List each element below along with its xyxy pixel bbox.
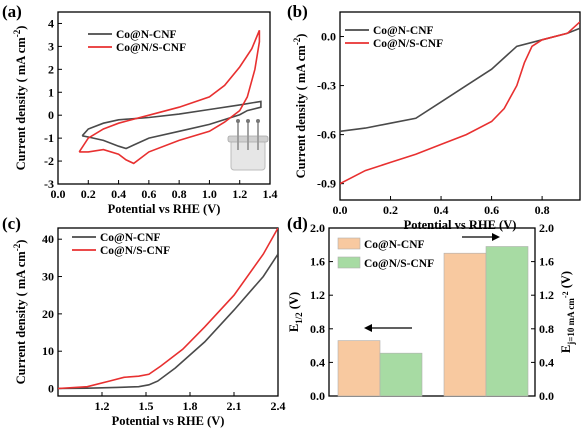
y-tick-label: 3 xyxy=(48,39,54,53)
y-tick-label-left: 1.6 xyxy=(310,255,325,269)
y-tick-label-right: 0.8 xyxy=(539,322,554,336)
x-tick-label: 0.8 xyxy=(535,203,550,217)
chart-c: 1.2 1.5 1.8 2.1 2.4 0 10 20 30 40 Potential vs RHE… xyxy=(12,227,286,428)
x-tick-label: 1.5 xyxy=(139,399,154,413)
x-tick-label: 0.0 xyxy=(333,203,348,217)
y-tick-label: 30 xyxy=(42,270,54,284)
legend-label: Co@N/S-CNF xyxy=(100,245,170,257)
right-arrow-head-icon xyxy=(492,233,500,241)
y-tick-label-left: 1.2 xyxy=(310,288,325,302)
y-tick-label: 10 xyxy=(42,344,54,358)
x-tick-label: 0.4 xyxy=(111,187,126,201)
legend-swatch xyxy=(337,256,361,269)
x-tick-label: 0.8 xyxy=(172,187,187,201)
y-tick-label-left: 0.4 xyxy=(310,355,325,369)
x-tick-label: 1.2 xyxy=(95,399,110,413)
x-tick-label: 1.4 xyxy=(263,187,278,201)
x-tick-label: 2.1 xyxy=(227,399,242,413)
y-tick-label-right: 1.2 xyxy=(539,288,554,302)
legend-label: Co@N-CNF xyxy=(100,232,161,244)
y-tick-label-left: 0.8 xyxy=(310,322,325,336)
y-tick-label: -0.6 xyxy=(317,128,336,142)
x-tick-label: 0.2 xyxy=(81,187,96,201)
chart-b: 0.0 0.2 0.4 0.6 0.8 -0.9 -0.6 -0.3 0.0 Potential … xyxy=(292,11,581,232)
y-tick-label-right: 0.4 xyxy=(539,355,554,369)
series-line-1 xyxy=(81,100,262,150)
x-axis-label: Potential vs RHE (V) xyxy=(404,218,517,232)
y-tick-label: 4 xyxy=(48,16,54,30)
y-tick-label: 0.0 xyxy=(321,30,336,44)
y-tick-label: 0 xyxy=(48,382,54,396)
x-tick-label: 0.6 xyxy=(141,187,156,201)
bar-2-2 xyxy=(485,246,529,397)
chart-d: 0.0 0.0 0.4 0.4 0.8 0.8 1.2 1.2 1.6 1.6 2.0 2.0 E1/2… xyxy=(287,221,576,403)
y-tick-label: -0.9 xyxy=(317,177,336,191)
panel-label-c: (c) xyxy=(2,214,21,233)
x-axis-label: Potential vs RHE (V) xyxy=(108,202,221,216)
x-tick-label: 0.6 xyxy=(484,203,499,217)
y-tick-label: 40 xyxy=(42,232,54,246)
y-tick-label: -0.3 xyxy=(317,79,336,93)
y-axis-label: Current density ( mA cm-2) xyxy=(292,34,308,179)
electrode-cap xyxy=(256,119,260,123)
left-arrow-head-icon xyxy=(364,324,372,332)
x-axis-label: Potential vs RHE (V) xyxy=(112,414,225,428)
electrode-cap xyxy=(236,119,240,123)
plot-frame xyxy=(328,227,536,397)
panel-label-a: (a) xyxy=(2,2,22,21)
series-line-2 xyxy=(58,228,278,390)
legend-label: Co@N-CNF xyxy=(373,25,434,37)
y-tick-label: 20 xyxy=(42,307,54,321)
y-tick-label-left: 2.0 xyxy=(310,221,325,235)
x-tick-label: 2.4 xyxy=(271,399,286,413)
x-tick-label: 1.8 xyxy=(183,399,198,413)
y-tick-label: 0 xyxy=(48,108,54,122)
plot-frame xyxy=(57,11,271,185)
bar-1-1 xyxy=(337,340,381,397)
y-axis-label-right: Ej=10 mA cm-2 (V) xyxy=(559,271,576,353)
x-tick-label: 0.4 xyxy=(434,203,449,217)
y-tick-label: -2 xyxy=(44,154,54,168)
legend-label: Co@N-CNF xyxy=(116,29,177,41)
legend-label: Co@N/S-CNF xyxy=(364,258,434,270)
x-tick-label: 0.2 xyxy=(383,203,398,217)
bar-1-2 xyxy=(443,252,487,397)
x-tick-label: 0.0 xyxy=(51,187,66,201)
legend-label: Co@N-CNF xyxy=(364,239,425,251)
panel-label-d: (d) xyxy=(287,214,308,233)
y-tick-label: -3 xyxy=(44,177,54,191)
x-tick-label: 1.0 xyxy=(202,187,217,201)
y-tick-label-left: 0.0 xyxy=(310,389,325,403)
y-tick-label-right: 0.0 xyxy=(539,389,554,403)
y-tick-label-right: 1.6 xyxy=(539,255,554,269)
series-line-2 xyxy=(78,29,261,165)
y-axis-label: Current density ( mA cm-2) xyxy=(12,240,28,385)
y-tick-label: 1 xyxy=(48,85,54,99)
y-tick-label: 2 xyxy=(48,62,54,76)
series-line-1 xyxy=(58,253,278,390)
inset-cell-photo xyxy=(227,119,269,171)
y-tick-label-right: 2.0 xyxy=(539,221,554,235)
y-axis-label: Current density ( mA cm-2) xyxy=(12,26,28,171)
y-tick-label: -1 xyxy=(44,131,54,145)
x-tick-label: 1.2 xyxy=(232,187,247,201)
legend-label: Co@N/S-CNF xyxy=(116,42,186,54)
y-axis-label-left: E1/2 (V) xyxy=(287,292,304,332)
bar-2-1 xyxy=(379,352,423,397)
panel-label-b: (b) xyxy=(287,2,308,21)
legend-label: Co@N/S-CNF xyxy=(373,38,443,50)
series-line-2 xyxy=(340,21,580,185)
plot-frame xyxy=(339,11,581,201)
plot-frame xyxy=(57,227,279,397)
electrode-cap xyxy=(246,119,250,123)
legend-swatch xyxy=(337,237,361,250)
chart-a: 0.0 0.2 0.4 0.6 0.8 1.0 1.2 1.4 -3 -2 -1 0 1 2 3 4 Poten… xyxy=(12,11,278,216)
